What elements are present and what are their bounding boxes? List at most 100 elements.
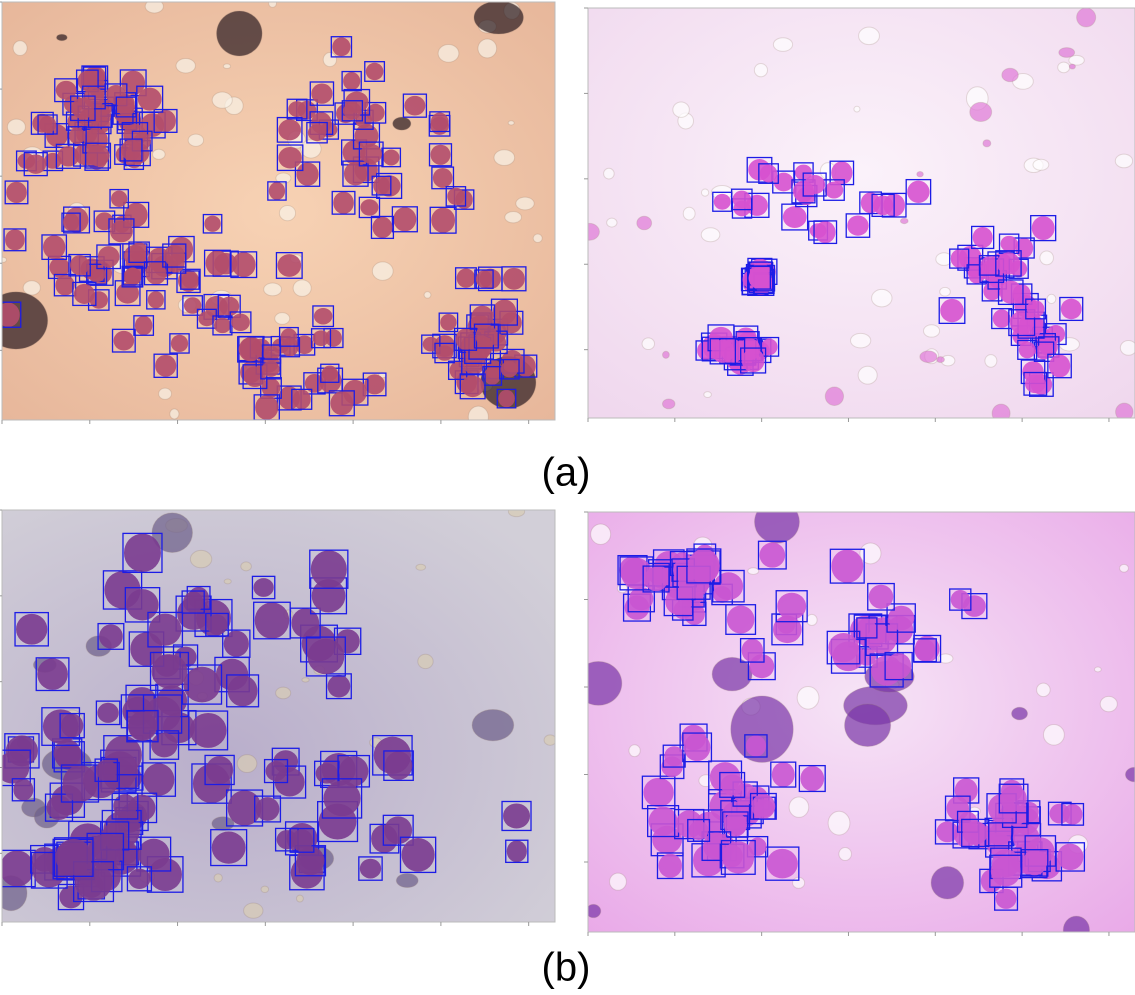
cell xyxy=(143,763,175,796)
cell xyxy=(1062,804,1083,825)
bounding-box xyxy=(108,218,135,245)
cell xyxy=(828,633,859,663)
cell xyxy=(503,803,531,829)
bounding-box xyxy=(656,852,684,880)
bounding-box xyxy=(884,651,913,681)
cell xyxy=(6,181,27,204)
bounding-box xyxy=(119,138,143,162)
cell xyxy=(759,164,778,183)
background-blob xyxy=(12,40,28,57)
bounding-box xyxy=(798,764,826,793)
bounding-box xyxy=(358,856,383,881)
cell xyxy=(968,265,986,284)
background-blob xyxy=(850,332,872,349)
background-blob xyxy=(278,204,297,222)
cell xyxy=(37,658,68,690)
bounding-box xyxy=(67,126,87,146)
cell xyxy=(63,213,80,232)
background-blob xyxy=(1011,706,1028,721)
cell xyxy=(751,793,776,819)
bounding-box xyxy=(169,333,190,354)
bounding-box xyxy=(330,36,353,58)
background-blob xyxy=(507,510,526,518)
background-blob xyxy=(662,350,670,359)
cell xyxy=(263,346,280,362)
background-blob xyxy=(158,387,172,400)
bounding-box xyxy=(358,196,381,219)
cell xyxy=(13,778,34,801)
bounding-box xyxy=(72,281,97,307)
background-blob xyxy=(1046,293,1057,305)
cell xyxy=(238,337,262,362)
cell xyxy=(323,780,361,817)
cell xyxy=(148,613,182,646)
bounding-box xyxy=(383,750,414,781)
bounding-box xyxy=(829,160,855,186)
background-blob xyxy=(1068,63,1076,70)
cell xyxy=(97,246,120,268)
cell xyxy=(688,820,709,840)
bounding-box xyxy=(1030,214,1057,242)
cell xyxy=(155,109,176,132)
background-blob xyxy=(1036,682,1051,698)
bounding-box xyxy=(474,269,494,289)
cell xyxy=(658,853,682,878)
bounding-box xyxy=(949,248,970,269)
cell xyxy=(211,831,246,864)
background-blob xyxy=(471,708,515,742)
background-blob xyxy=(609,872,627,891)
cell xyxy=(330,391,354,416)
bounding-box xyxy=(382,814,414,846)
background-blob xyxy=(923,324,941,338)
cell xyxy=(121,139,141,161)
cell xyxy=(204,215,221,232)
cell xyxy=(1015,238,1034,258)
cell xyxy=(741,638,764,663)
background-blob xyxy=(2,256,7,263)
cell xyxy=(886,652,912,680)
cell xyxy=(723,812,747,837)
cell xyxy=(914,639,936,662)
bounding-box xyxy=(289,827,315,853)
bounding-box xyxy=(147,611,184,648)
background-blob xyxy=(392,116,412,131)
cell xyxy=(296,162,319,186)
cell xyxy=(181,272,199,289)
background-blob xyxy=(423,291,432,299)
bounding-box xyxy=(775,590,808,623)
panel-label: (a) xyxy=(542,451,591,495)
cell xyxy=(483,366,501,385)
bounding-box xyxy=(342,160,369,187)
bounding-box xyxy=(309,549,349,589)
cell xyxy=(151,732,178,758)
background-blob xyxy=(223,578,232,585)
bounding-box xyxy=(126,866,153,892)
bounding-box xyxy=(61,212,81,232)
cell xyxy=(42,235,66,259)
cell xyxy=(313,307,333,325)
cell xyxy=(643,777,674,808)
background-blob xyxy=(275,172,292,184)
bounding-box xyxy=(856,617,878,639)
bounding-box xyxy=(124,587,161,623)
background-blob xyxy=(982,139,992,148)
background-blob xyxy=(588,903,602,919)
bounding-box xyxy=(312,305,335,328)
bounding-box xyxy=(93,210,116,233)
bounding-box xyxy=(961,818,990,848)
cell xyxy=(109,220,133,243)
background-blob xyxy=(175,58,196,74)
bounding-box xyxy=(180,270,200,290)
cell xyxy=(99,624,123,649)
bounding-box xyxy=(123,201,150,228)
bounding-box xyxy=(482,365,503,386)
bounding-box xyxy=(370,215,395,240)
background-blob xyxy=(919,350,938,364)
bounding-box xyxy=(122,266,143,286)
background-blob xyxy=(838,847,852,862)
cell xyxy=(435,345,454,361)
cell xyxy=(2,302,20,327)
bounding-box xyxy=(276,116,303,143)
bounding-box xyxy=(176,268,201,294)
bounding-box xyxy=(153,108,178,133)
